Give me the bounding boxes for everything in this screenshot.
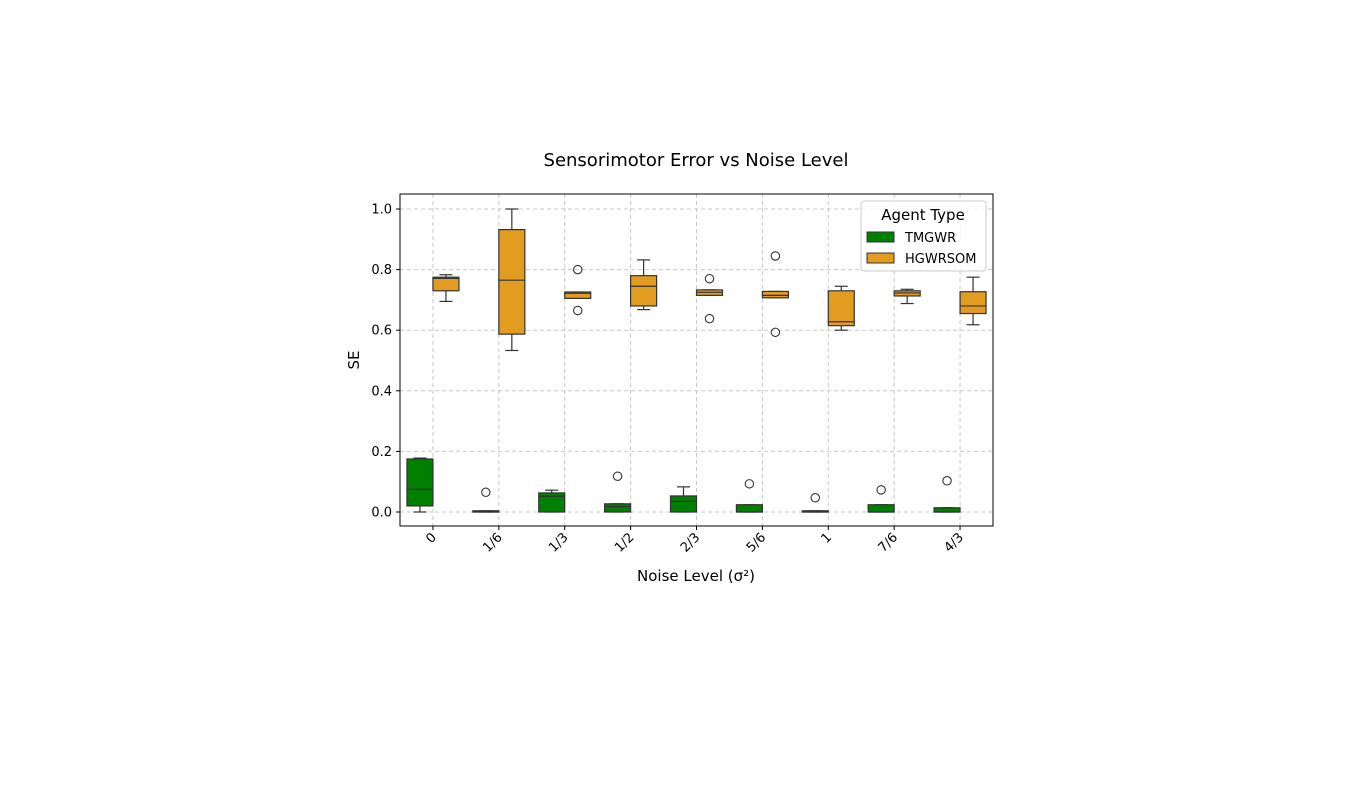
box-tmgwr-8 bbox=[933, 476, 961, 513]
y-tick-label: 0.0 bbox=[371, 506, 392, 521]
legend-swatch-tmgwr bbox=[866, 231, 895, 243]
box-body bbox=[867, 504, 895, 513]
x-tick-label: 1/3 bbox=[546, 530, 571, 555]
outlier-point bbox=[876, 485, 886, 495]
outlier-point bbox=[770, 251, 781, 261]
outlier-point bbox=[481, 487, 491, 498]
box-body bbox=[630, 275, 658, 307]
box-tmgwr-5 bbox=[735, 479, 763, 513]
box-hgwrsom-6 bbox=[827, 285, 855, 331]
y-tick-label: 0.8 bbox=[371, 263, 392, 278]
box-hgwrsom-7 bbox=[893, 288, 921, 305]
y-tick-label: 0.4 bbox=[371, 384, 392, 399]
outlier-point bbox=[770, 327, 781, 338]
x-tick-label: 1/6 bbox=[480, 530, 505, 555]
box-hgwrsom-1 bbox=[498, 208, 526, 352]
box-tmgwr-0 bbox=[406, 457, 434, 513]
y-tick-label: 1.0 bbox=[371, 203, 392, 218]
box-hgwrsom-4 bbox=[695, 273, 724, 324]
box-hgwrsom-3 bbox=[630, 259, 658, 311]
y-axis-label: SE bbox=[345, 351, 363, 370]
x-tick-label: 5/6 bbox=[744, 530, 769, 555]
box-tmgwr-7 bbox=[867, 485, 895, 513]
box-hgwrsom-8 bbox=[959, 276, 987, 326]
box-body bbox=[669, 495, 698, 513]
outlier-point bbox=[744, 479, 755, 489]
legend-label-tmgwr: TMGWR bbox=[904, 231, 956, 246]
x-tick-label: 0 bbox=[423, 530, 439, 546]
box-tmgwr-3 bbox=[604, 471, 632, 513]
box-tmgwr-4 bbox=[669, 486, 698, 513]
box-body bbox=[827, 290, 855, 327]
outlier-point bbox=[572, 264, 583, 275]
box-body bbox=[735, 504, 763, 513]
box-tmgwr-2 bbox=[538, 489, 566, 513]
box-body bbox=[604, 503, 632, 513]
outlier-point bbox=[810, 493, 821, 503]
box-body bbox=[432, 276, 460, 292]
box-body bbox=[406, 458, 434, 507]
outlier-point bbox=[942, 476, 952, 486]
outlier-point bbox=[612, 471, 623, 481]
outlier-point bbox=[572, 305, 583, 316]
y-tick-label: 0.6 bbox=[371, 324, 392, 339]
legend-title: Agent Type bbox=[881, 206, 965, 224]
x-tick-label: 2/3 bbox=[678, 530, 703, 555]
x-tick-label: 1/2 bbox=[612, 530, 637, 555]
box-hgwrsom-0 bbox=[432, 274, 460, 303]
legend-swatch-hgwrsom bbox=[866, 252, 895, 264]
box-tmgwr-1 bbox=[472, 487, 500, 513]
box-hgwrsom-2 bbox=[564, 264, 592, 316]
x-tick-label: 1 bbox=[819, 530, 835, 546]
box-hgwrsom-5 bbox=[761, 251, 789, 338]
boxes bbox=[406, 208, 987, 513]
box-body bbox=[564, 291, 592, 299]
box-tmgwr-6 bbox=[801, 493, 829, 513]
x-tick-label: 4/3 bbox=[941, 530, 966, 555]
y-tick-label: 0.2 bbox=[371, 445, 392, 460]
legend: Agent Type TMGWR HGWRSOM bbox=[860, 200, 987, 272]
box-body bbox=[498, 229, 526, 335]
box-body bbox=[761, 290, 789, 299]
outlier-point bbox=[704, 273, 715, 284]
box-body bbox=[959, 291, 987, 315]
box-body bbox=[538, 492, 566, 513]
x-axis-label: Noise Level (σ²) bbox=[637, 567, 755, 585]
x-tick-label: 7/6 bbox=[876, 530, 901, 555]
chart-title: Sensorimotor Error vs Noise Level bbox=[544, 150, 849, 171]
legend-label-hgwrsom: HGWRSOM bbox=[905, 252, 976, 267]
outlier-point bbox=[704, 313, 715, 324]
box-body bbox=[933, 507, 961, 513]
